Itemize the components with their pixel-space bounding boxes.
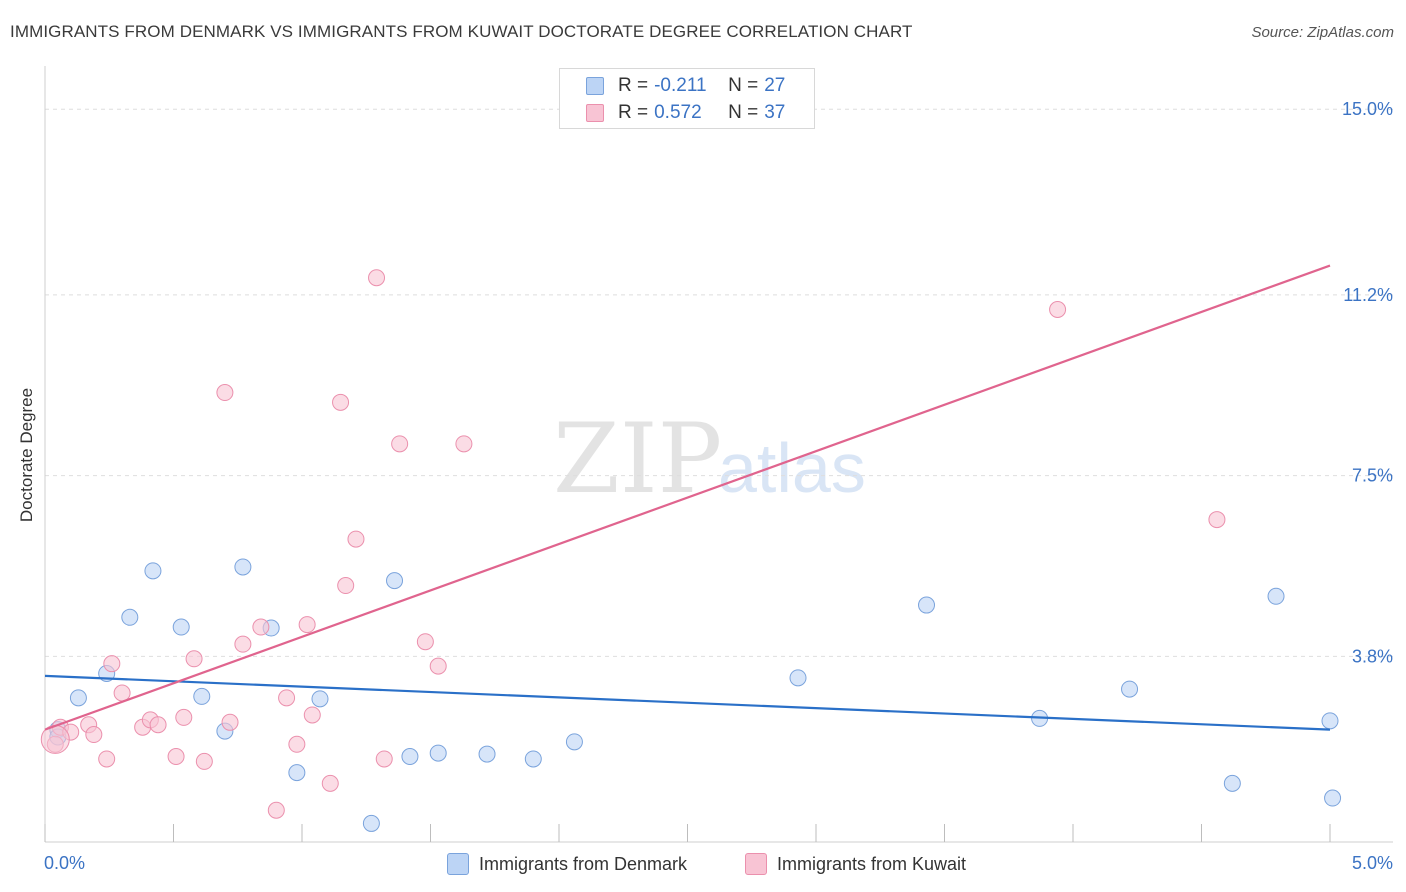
point-denmark-11 (288, 764, 306, 782)
watermark-zip: ZIP (553, 403, 722, 515)
bottom-legend-kuwait[interactable]: Immigrants from Kuwait (745, 852, 966, 876)
point-denmark-17 (478, 745, 496, 763)
point-kuwait-13 (185, 650, 203, 668)
bottom-legend-swatch-kuwait (745, 853, 767, 875)
point-denmark-7 (193, 687, 211, 705)
point-kuwait-26 (337, 577, 355, 595)
point-denmark-24 (1223, 774, 1241, 792)
point-denmark-5 (144, 562, 162, 580)
trend-line-denmark (44, 674, 1331, 731)
point-kuwait-23 (303, 706, 321, 724)
point-kuwait-14 (195, 752, 213, 770)
watermark: ZIP atlas (553, 403, 866, 515)
y-axis-label: Doctorate Degree (17, 387, 36, 523)
point-kuwait-34 (1049, 300, 1067, 318)
point-kuwait-35 (1208, 511, 1226, 529)
point-denmark-19 (565, 733, 583, 751)
point-kuwait-15 (216, 384, 234, 402)
point-denmark-21 (918, 596, 936, 614)
legend-n-value: 27 (764, 75, 786, 96)
legend-row-denmark: R = -0.211 N = 27 (586, 74, 786, 98)
data-points (40, 269, 1342, 832)
bottom-legend-label-kuwait: Immigrants from Kuwait (777, 853, 967, 874)
legend-n-value: 37 (764, 102, 786, 123)
bottom-legend-label-denmark: Immigrants from Denmark (479, 853, 688, 874)
point-kuwait-30 (391, 435, 409, 453)
point-denmark-16 (429, 744, 447, 762)
point-kuwait-16 (221, 713, 239, 731)
legend-n-label: N = (728, 75, 759, 96)
point-denmark-13 (362, 814, 380, 832)
point-kuwait-24 (321, 774, 339, 792)
chart-title: IMMIGRANTS FROM DENMARK VS IMMIGRANTS FR… (10, 22, 913, 41)
point-kuwait-20 (278, 689, 296, 707)
axes (44, 66, 1393, 843)
bottom-legend-denmark[interactable]: Immigrants from Denmark (447, 852, 687, 876)
x-tick-label-max: 5.0% (1352, 853, 1393, 873)
bottom-legend-swatch-denmark (447, 853, 469, 875)
legend-row-kuwait: R = 0.572 N = 37 (586, 101, 786, 125)
point-kuwait-19 (267, 801, 285, 819)
point-denmark-18 (524, 750, 542, 768)
point-denmark-6 (172, 618, 190, 636)
point-kuwait-4 (85, 726, 103, 744)
point-kuwait-22 (298, 616, 316, 634)
point-kuwait-31 (416, 633, 434, 651)
y-tick-label-2: 11.2% (1343, 285, 1393, 305)
x-tick-label-min: 0.0% (44, 853, 85, 873)
legend-r-value: 0.572 (654, 102, 702, 123)
point-denmark-2 (69, 689, 87, 707)
point-kuwait-7 (113, 684, 131, 702)
point-kuwait-5 (98, 750, 116, 768)
y-tick-label-0: 3.8% (1352, 646, 1393, 666)
point-kuwait-28 (368, 269, 386, 287)
point-kuwait-6 (103, 655, 121, 673)
point-kuwait-12 (175, 708, 193, 726)
point-kuwait-32 (429, 657, 447, 675)
point-kuwait-10 (149, 716, 167, 734)
point-denmark-27 (1321, 712, 1339, 730)
y-tick-label-3: 15.0% (1342, 99, 1393, 119)
legend-n-label: N = (728, 102, 759, 123)
legend-swatch-kuwait (586, 104, 604, 122)
point-denmark-12 (311, 690, 329, 708)
legend-r-label: R = (618, 75, 649, 96)
y-tick-labels: 3.8% 7.5% 11.2% 15.0% (1342, 99, 1393, 666)
x-tick-labels: 0.0% 5.0% (44, 853, 1393, 873)
point-denmark-4 (121, 608, 139, 626)
trend-line-kuwait (44, 264, 1331, 731)
legend-r-value: -0.211 (654, 75, 707, 96)
point-kuwait-33 (455, 435, 473, 453)
point-kuwait-18 (252, 618, 270, 636)
point-denmark-20 (789, 669, 807, 687)
point-denmark-25 (1267, 587, 1285, 605)
chart-source: Source: ZipAtlas.com (1251, 24, 1394, 41)
point-kuwait-17 (234, 635, 252, 653)
stats-legend: R = -0.211 N = 27 R = 0.572 N = 37 (559, 68, 815, 129)
point-denmark-26 (1324, 789, 1342, 807)
legend-swatch-denmark (586, 77, 604, 95)
point-denmark-9 (234, 558, 252, 576)
legend-r-label: R = (618, 102, 649, 123)
y-tick-label-1: 7.5% (1352, 466, 1393, 486)
trend-lines (44, 264, 1331, 731)
point-kuwait-11 (167, 748, 185, 766)
point-denmark-14 (386, 572, 404, 590)
point-kuwait-21 (288, 735, 306, 753)
point-kuwait-25 (332, 393, 350, 411)
point-kuwait-29 (375, 750, 393, 768)
point-kuwait-27 (347, 530, 365, 548)
gridlines (45, 108, 1393, 657)
point-denmark-15 (401, 748, 419, 766)
point-denmark-23 (1121, 680, 1139, 698)
